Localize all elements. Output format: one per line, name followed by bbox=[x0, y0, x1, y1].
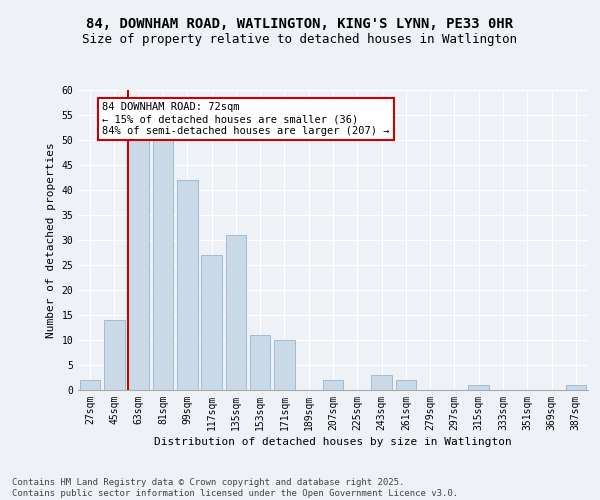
Bar bbox=[80, 380, 100, 390]
Y-axis label: Number of detached properties: Number of detached properties bbox=[46, 142, 56, 338]
Bar bbox=[201, 255, 222, 390]
Text: 84, DOWNHAM ROAD, WATLINGTON, KING'S LYNN, PE33 0HR: 84, DOWNHAM ROAD, WATLINGTON, KING'S LYN… bbox=[86, 18, 514, 32]
Bar bbox=[250, 335, 271, 390]
Text: Size of property relative to detached houses in Watlington: Size of property relative to detached ho… bbox=[83, 32, 517, 46]
Bar bbox=[323, 380, 343, 390]
Bar bbox=[395, 380, 416, 390]
Bar bbox=[104, 320, 125, 390]
Bar bbox=[566, 385, 586, 390]
Bar bbox=[152, 140, 173, 390]
Bar bbox=[371, 375, 392, 390]
Bar bbox=[274, 340, 295, 390]
X-axis label: Distribution of detached houses by size in Watlington: Distribution of detached houses by size … bbox=[154, 437, 512, 447]
Bar bbox=[128, 140, 149, 390]
Bar bbox=[177, 180, 197, 390]
Bar bbox=[469, 385, 489, 390]
Text: Contains HM Land Registry data © Crown copyright and database right 2025.
Contai: Contains HM Land Registry data © Crown c… bbox=[12, 478, 458, 498]
Bar bbox=[226, 235, 246, 390]
Text: 84 DOWNHAM ROAD: 72sqm
← 15% of detached houses are smaller (36)
84% of semi-det: 84 DOWNHAM ROAD: 72sqm ← 15% of detached… bbox=[102, 102, 390, 136]
